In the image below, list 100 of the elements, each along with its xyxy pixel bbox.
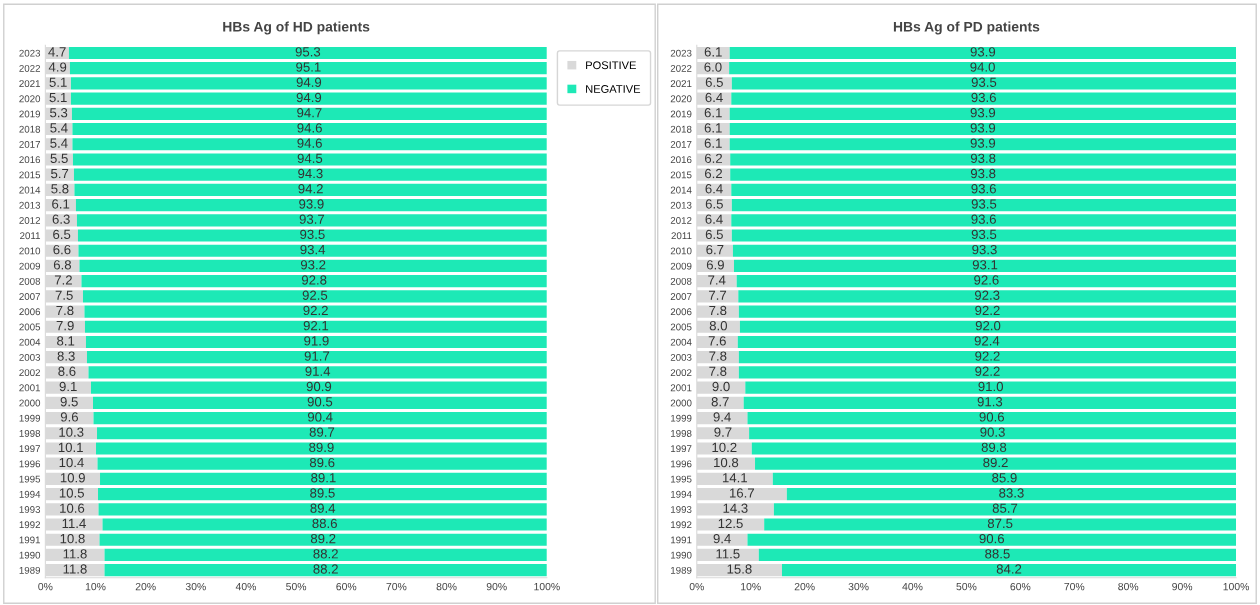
data-label: 93.9: [970, 108, 996, 118]
data-label: 92.0: [975, 320, 1001, 331]
x-tick-label: 80%: [1118, 582, 1139, 591]
data-label: 89.1: [311, 473, 336, 483]
y-tick-label: 1995: [19, 475, 41, 483]
data-label: 10.9: [60, 473, 85, 483]
data-label: 7.7: [709, 290, 727, 300]
y-tick-label: 1991: [671, 536, 692, 544]
data-label: 14.1: [722, 473, 747, 483]
data-label: 89.8: [981, 442, 1007, 453]
y-tick-label: 1991: [19, 536, 41, 544]
y-tick-label: 2015: [19, 171, 41, 179]
data-label: 6.1: [704, 138, 722, 148]
data-label: 93.9: [299, 199, 324, 209]
data-label: 6.2: [705, 153, 723, 163]
y-tick-label: 2004: [670, 338, 692, 346]
data-label: 6.9: [706, 260, 724, 270]
data-label: 6.4: [705, 92, 723, 103]
y-tick-label: 2006: [19, 308, 41, 316]
data-label: 90.6: [979, 412, 1005, 422]
data-label: 92.8: [301, 275, 327, 285]
data-label: 5.5: [50, 153, 68, 163]
data-label: 92.1: [303, 320, 329, 331]
y-tick-label: 1999: [671, 414, 692, 422]
data-label: 7.9: [56, 320, 74, 331]
y-tick-label: 2001: [670, 384, 692, 392]
y-tick-label: 2014: [670, 186, 692, 194]
data-label: 88.2: [313, 549, 338, 559]
data-label: 6.7: [706, 244, 724, 255]
data-label: 10.4: [59, 457, 84, 468]
data-label: 4.7: [48, 47, 66, 57]
data-label: 6.4: [705, 184, 723, 194]
x-tick-label: 50%: [956, 582, 977, 591]
y-tick-label: 2023: [19, 49, 41, 57]
y-tick-label: 1994: [671, 490, 692, 498]
y-tick-label: 2014: [19, 186, 41, 194]
data-label: 93.5: [971, 199, 997, 209]
data-label: 9.4: [713, 533, 731, 544]
data-label: 90.3: [980, 427, 1005, 437]
y-tick-label: 2012: [19, 217, 41, 224]
y-tick-label: 2022: [670, 64, 692, 72]
y-tick-label: 2000: [19, 399, 41, 407]
data-label: 6.1: [704, 47, 722, 57]
x-tick-label: 70%: [386, 582, 407, 591]
data-label: 90.4: [307, 412, 333, 422]
data-label: 89.5: [310, 488, 335, 498]
y-tick-label: 2021: [19, 80, 41, 88]
data-label: 5.1: [49, 77, 67, 87]
data-label: 15.8: [727, 564, 752, 574]
data-label: 6.5: [53, 229, 71, 240]
data-label: 93.9: [970, 138, 996, 148]
data-label: 90.5: [307, 397, 333, 407]
data-label: 93.2: [300, 260, 326, 270]
data-label: 9.1: [59, 381, 77, 392]
y-tick-label: 2008: [670, 277, 692, 285]
x-tick-label: 90%: [486, 582, 507, 591]
x-tick-label: 90%: [1172, 582, 1193, 591]
x-tick-label: 0%: [38, 582, 53, 591]
y-tick-label: 2011: [20, 232, 41, 240]
data-label: 91.7: [304, 351, 330, 361]
data-label: 8.7: [711, 397, 729, 407]
data-label: 93.5: [971, 229, 997, 240]
y-tick-label: 2016: [19, 156, 41, 164]
x-tick-label: 40%: [902, 582, 923, 591]
y-tick-label: 1996: [671, 460, 692, 468]
y-tick-label: 2020: [19, 95, 41, 103]
data-label: 10.8: [60, 533, 85, 544]
y-tick-label: 1989: [671, 566, 692, 574]
y-tick-label: 2021: [670, 80, 692, 88]
data-label: 94.2: [298, 184, 323, 194]
data-label: 92.3: [974, 290, 1000, 300]
y-tick-label: 1995: [671, 475, 692, 483]
data-label: 6.6: [53, 244, 71, 255]
data-label: 8.3: [57, 351, 75, 361]
data-label: 5.4: [50, 123, 68, 133]
data-label: 10.3: [59, 427, 84, 437]
data-label: 10.5: [59, 488, 84, 498]
data-label: 93.8: [970, 168, 996, 179]
data-label: 6.1: [704, 108, 722, 118]
y-tick-label: 2007: [19, 293, 41, 300]
data-label: 93.5: [971, 77, 997, 87]
data-label: 94.6: [297, 138, 322, 148]
data-label: 94.9: [296, 77, 322, 87]
y-tick-label: 2019: [670, 110, 692, 118]
data-label: 6.5: [705, 77, 723, 87]
data-label: 92.2: [975, 351, 1000, 361]
data-label: 10.6: [60, 503, 85, 513]
y-tick-label: 1998: [671, 430, 692, 437]
data-label: 93.9: [970, 47, 996, 57]
data-label: 89.2: [983, 457, 1008, 468]
data-label: 7.4: [708, 275, 726, 285]
data-label: 93.4: [300, 244, 326, 255]
x-tick-label: 30%: [848, 582, 869, 591]
y-tick-label: 2022: [19, 64, 41, 72]
y-tick-label: 2020: [670, 95, 692, 103]
data-label: 7.8: [56, 305, 74, 316]
x-tick-label: 50%: [286, 582, 307, 591]
y-tick-label: 2009: [19, 262, 41, 270]
y-tick-label: 2015: [670, 171, 692, 179]
data-label: 6.3: [52, 214, 70, 224]
